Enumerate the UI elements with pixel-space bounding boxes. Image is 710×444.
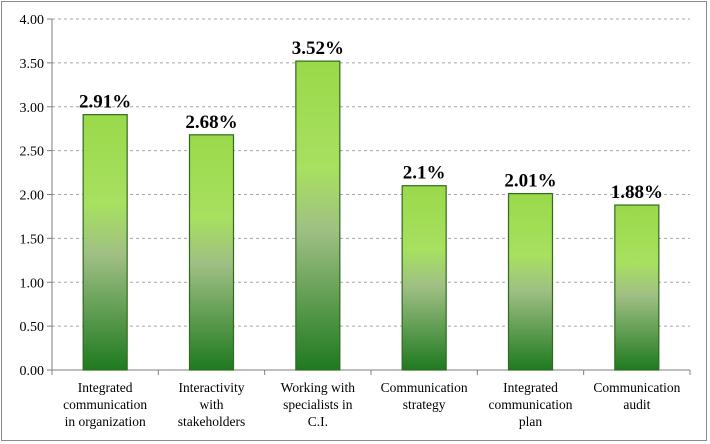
data-label: 2.68% — [185, 112, 237, 133]
data-labels: 2.91% 2.68% 3.52% 2.1% 2.01% 1.88% — [79, 38, 663, 203]
y-tick-label: 0.50 — [20, 320, 45, 335]
y-tick-label: 3.00 — [20, 101, 45, 116]
gridlines — [47, 18, 690, 371]
bar — [188, 134, 235, 371]
y-tick-label: 4.00 — [20, 13, 45, 28]
category-label: strategy — [403, 397, 446, 412]
category-label: with — [199, 397, 223, 412]
data-label: 1.88% — [611, 182, 663, 203]
bar — [401, 185, 447, 371]
category-label: audit — [623, 397, 650, 412]
data-label: 3.52% — [292, 38, 344, 59]
category-label: Interactivity — [179, 380, 245, 395]
category-label: Integrated — [503, 380, 558, 395]
category-label: Working with — [281, 380, 356, 395]
data-label: 2.1% — [403, 163, 446, 184]
y-tick-label: 1.50 — [20, 232, 45, 247]
category-label: Communication — [381, 380, 468, 395]
category-label: communication — [489, 397, 573, 412]
category-label: in organization — [65, 414, 146, 429]
category-label: specialists in — [283, 397, 353, 412]
y-tick-label: 1.00 — [20, 276, 45, 291]
data-label: 2.91% — [79, 92, 131, 113]
y-axis-tick-labels: 0.00 0.50 1.00 1.50 2.00 2.50 3.00 3.50 4.00 — [20, 13, 45, 379]
category-label: Integrated — [78, 380, 133, 395]
category-label: plan — [519, 414, 542, 429]
bar — [507, 193, 554, 371]
y-tick-label: 2.00 — [20, 189, 45, 204]
category-label: communication — [63, 397, 147, 412]
category-labels: Integrated communication in organization In… — [63, 380, 680, 429]
category-label: C.I. — [308, 414, 328, 429]
bar — [82, 114, 128, 371]
y-tick-label: 2.50 — [20, 145, 45, 160]
category-label: Communication — [593, 380, 680, 395]
y-tick-label: 0.00 — [20, 364, 45, 379]
y-tick-label: 3.50 — [20, 57, 45, 72]
bars — [82, 60, 660, 371]
axes — [51, 19, 691, 375]
bar — [295, 60, 341, 371]
category-label: stakeholders — [178, 414, 245, 429]
data-label: 2.01% — [504, 171, 556, 192]
bar — [614, 204, 660, 371]
